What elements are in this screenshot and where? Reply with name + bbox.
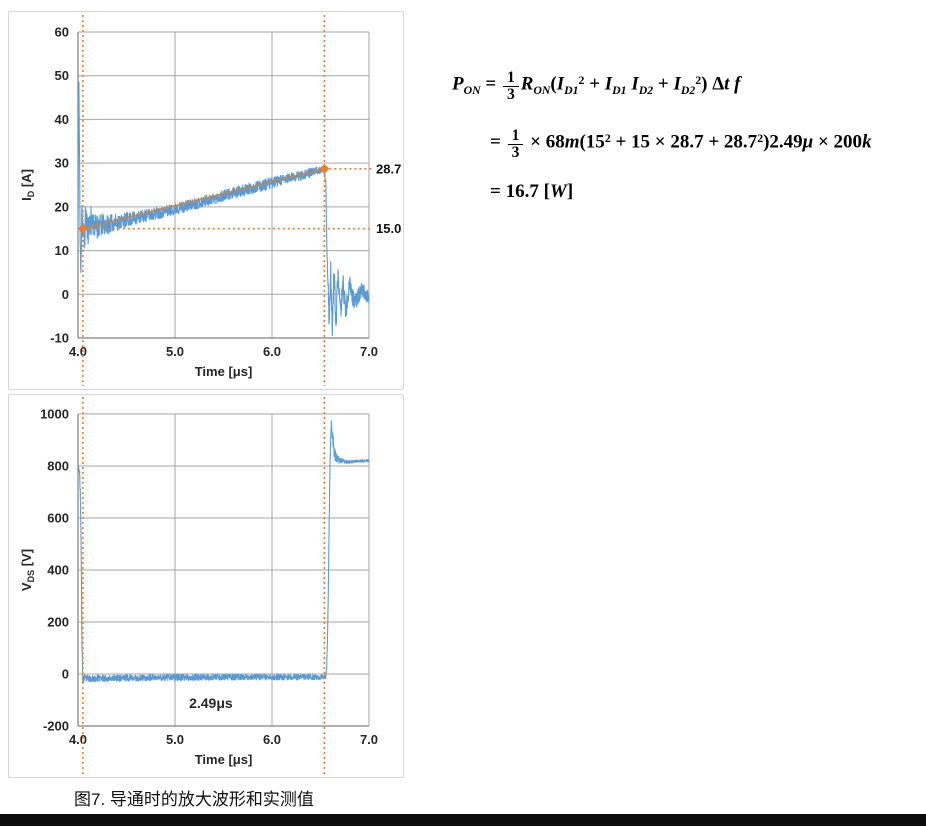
svg-text:6.0: 6.0 — [263, 344, 281, 359]
svg-text:20: 20 — [55, 199, 69, 214]
svg-text:10: 10 — [55, 243, 69, 258]
svg-text:800: 800 — [47, 459, 69, 474]
svg-text:4.0: 4.0 — [69, 732, 87, 747]
svg-text:0: 0 — [62, 287, 69, 302]
svg-text:28.7: 28.7 — [376, 161, 401, 176]
svg-text:Time [μs]: Time [μs] — [195, 364, 253, 379]
svg-text:50: 50 — [55, 68, 69, 83]
current-chart-panel: -10 0 10 20 30 40 50 60 4.0 5.0 6.0 7.0 Time [μs] ID … — [8, 11, 404, 390]
svg-text:7.0: 7.0 — [360, 344, 378, 359]
svg-text:6.0: 6.0 — [263, 732, 281, 747]
svg-text:-200: -200 — [43, 719, 69, 734]
svg-text:5.0: 5.0 — [166, 732, 184, 747]
power-loss-formula: PON = 1 3 RON(ID12 + ID1 ID2 + ID22) Δt f … — [452, 69, 926, 203]
svg-text:VDS [V]: VDS [V] — [19, 549, 36, 591]
formula-line-result: = 16.7 [W] — [490, 181, 574, 203]
svg-text:60: 60 — [55, 25, 69, 40]
svg-text:400: 400 — [47, 563, 69, 578]
svg-text:5.0: 5.0 — [166, 344, 184, 359]
svg-text:0: 0 — [62, 667, 69, 682]
current-waveform-chart: -10 0 10 20 30 40 50 60 4.0 5.0 6.0 7.0 Time [μs] ID … — [19, 15, 401, 386]
figure-caption: 图7. 导通时的放大波形和实测值 — [74, 790, 314, 809]
svg-text:2.49μs: 2.49μs — [189, 695, 233, 711]
svg-text:15.0: 15.0 — [376, 221, 401, 236]
voltage-chart-panel: -200 0 200 400 600 800 1000 4.0 5.0 6.0 7.0 Time [μ… — [8, 394, 404, 778]
formula-line-symbolic: PON = 1 3 RON(ID12 + ID1 ID2 + ID22) Δt f — [452, 69, 741, 104]
bottom-divider-bar — [0, 814, 926, 826]
svg-text:1000: 1000 — [40, 407, 69, 422]
svg-text:-10: -10 — [50, 331, 69, 346]
svg-text:40: 40 — [55, 112, 69, 127]
svg-text:4.0: 4.0 — [69, 344, 87, 359]
svg-text:600: 600 — [47, 511, 69, 526]
svg-text:ID [A]: ID [A] — [19, 169, 36, 201]
voltage-waveform-chart: -200 0 200 400 600 800 1000 4.0 5.0 6.0 7.0 Time [μ… — [19, 397, 378, 774]
svg-text:Time [μs]: Time [μs] — [195, 752, 253, 767]
svg-text:200: 200 — [47, 615, 69, 630]
svg-text:30: 30 — [55, 156, 69, 171]
svg-text:7.0: 7.0 — [360, 732, 378, 747]
